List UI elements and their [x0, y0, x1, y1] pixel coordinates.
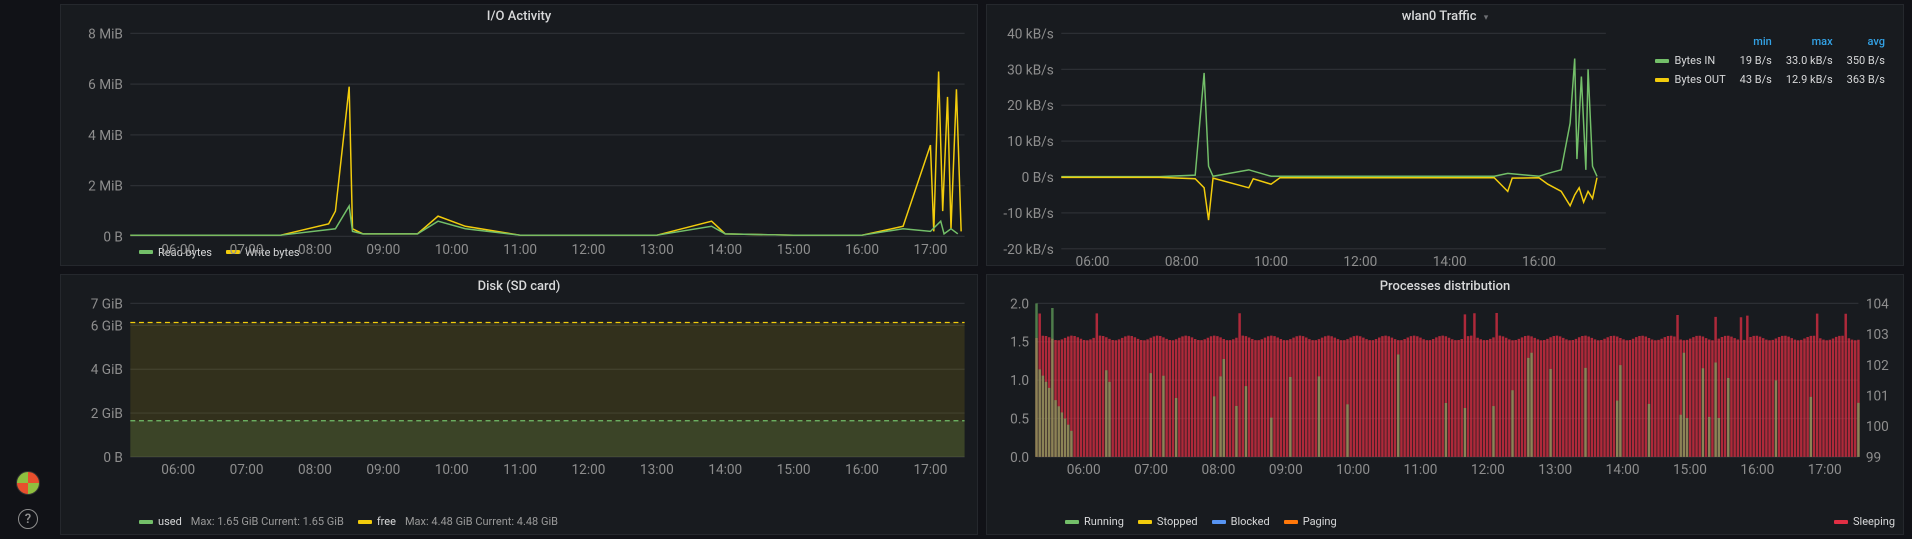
svg-text:0 B/s: 0 B/s [1022, 170, 1054, 186]
svg-text:11:00: 11:00 [503, 462, 537, 478]
panel-title-proc[interactable]: Processes distribution [987, 275, 1903, 296]
svg-text:12:00: 12:00 [1343, 254, 1377, 270]
svg-text:07:00: 07:00 [230, 462, 264, 478]
svg-text:14:00: 14:00 [1606, 462, 1640, 478]
svg-text:17:00: 17:00 [913, 242, 947, 258]
svg-text:11:00: 11:00 [503, 242, 537, 258]
svg-text:17:00: 17:00 [1808, 462, 1842, 478]
legend-item[interactable]: Running [1065, 515, 1124, 528]
svg-text:09:00: 09:00 [366, 462, 400, 478]
svg-text:20 kB/s: 20 kB/s [1007, 98, 1054, 114]
svg-text:102: 102 [1866, 357, 1889, 373]
svg-text:09:00: 09:00 [366, 242, 400, 258]
svg-text:6 GiB: 6 GiB [91, 318, 123, 334]
svg-text:11:00: 11:00 [1404, 462, 1438, 478]
svg-text:30 kB/s: 30 kB/s [1007, 62, 1054, 78]
svg-text:14:00: 14:00 [708, 242, 742, 258]
svg-text:08:00: 08:00 [1201, 462, 1235, 478]
svg-text:15:00: 15:00 [777, 462, 811, 478]
svg-text:06:00: 06:00 [161, 462, 195, 478]
svg-text:-20 kB/s: -20 kB/s [1003, 242, 1053, 258]
svg-text:2 GiB: 2 GiB [91, 406, 123, 422]
svg-text:101: 101 [1866, 388, 1889, 404]
help-icon[interactable]: ? [18, 509, 38, 529]
panel-title-wlan-text: wlan0 Traffic [1402, 9, 1477, 24]
svg-text:12:00: 12:00 [572, 462, 606, 478]
legend-item[interactable]: freeMax: 4.48 GiB Current: 4.48 GiB [358, 515, 558, 528]
svg-text:06:00: 06:00 [1067, 462, 1101, 478]
svg-text:08:00: 08:00 [298, 242, 332, 258]
panel-wlan-traffic: wlan0 Traffic ▾ minmaxavgBytes IN19 B/s3… [986, 4, 1904, 266]
svg-text:0.0: 0.0 [1010, 449, 1029, 465]
svg-text:99: 99 [1866, 449, 1881, 465]
svg-text:12:00: 12:00 [572, 242, 606, 258]
svg-text:10 kB/s: 10 kB/s [1007, 134, 1054, 150]
legend-disk: usedMax: 1.65 GiB Current: 1.65 GiB freeM… [61, 511, 977, 534]
svg-text:1.0: 1.0 [1010, 373, 1029, 389]
avatar[interactable] [16, 471, 40, 495]
svg-text:104: 104 [1866, 296, 1889, 312]
svg-text:09:00: 09:00 [1269, 462, 1303, 478]
svg-text:4 MiB: 4 MiB [88, 128, 123, 144]
svg-text:10:00: 10:00 [435, 462, 469, 478]
panel-processes: Processes distribution 0.0 0.5 1.0 1.5 2.0 99… [986, 274, 1904, 536]
svg-text:16:00: 16:00 [1522, 254, 1556, 270]
svg-text:10:00: 10:00 [1336, 462, 1370, 478]
legend-proc: Running Stopped Blocked Paging Sleeping [987, 511, 1903, 534]
panel-title-io[interactable]: I/O Activity [61, 5, 977, 26]
svg-text:16:00: 16:00 [845, 242, 879, 258]
legend-item[interactable]: usedMax: 1.65 GiB Current: 1.65 GiB [139, 515, 344, 528]
svg-text:-10 kB/s: -10 kB/s [1003, 206, 1053, 222]
svg-text:06:00: 06:00 [161, 242, 195, 258]
chart-proc[interactable]: 0.0 0.5 1.0 1.5 2.0 99 100 101 102 103 104 06:00 07:… [987, 296, 1903, 512]
svg-text:13:00: 13:00 [1538, 462, 1572, 478]
svg-text:17:00: 17:00 [913, 462, 947, 478]
chevron-down-icon: ▾ [1484, 13, 1489, 23]
svg-text:15:00: 15:00 [777, 242, 811, 258]
stats-table-wlan: minmaxavgBytes IN19 B/s33.0 kB/s350 B/sB… [1647, 31, 1893, 90]
panel-io-activity: I/O Activity 0 B 2 MiB 4 MiB 6 MiB 8 MiB 06:0… [60, 4, 978, 266]
legend-item[interactable]: Blocked [1212, 515, 1270, 528]
svg-text:13:00: 13:00 [640, 242, 674, 258]
legend-item[interactable]: Stopped [1138, 515, 1198, 528]
svg-text:40 kB/s: 40 kB/s [1007, 26, 1054, 42]
svg-text:6 MiB: 6 MiB [88, 77, 123, 93]
svg-text:14:00: 14:00 [1433, 254, 1467, 270]
svg-text:10:00: 10:00 [435, 242, 469, 258]
svg-text:16:00: 16:00 [1740, 462, 1774, 478]
svg-text:103: 103 [1866, 327, 1889, 343]
svg-text:16:00: 16:00 [845, 462, 879, 478]
svg-text:100: 100 [1866, 419, 1889, 435]
dashboard-grid: I/O Activity 0 B 2 MiB 4 MiB 6 MiB 8 MiB 06:0… [56, 0, 1912, 539]
chart-disk[interactable]: 0 B 2 GiB 4 GiB 6 GiB 7 GiB 06:00 07:00 08:00 09… [61, 296, 977, 512]
legend-item[interactable]: Sleeping [1834, 515, 1895, 528]
panel-title-disk[interactable]: Disk (SD card) [61, 275, 977, 296]
svg-text:08:00: 08:00 [298, 462, 332, 478]
svg-text:06:00: 06:00 [1076, 254, 1110, 270]
sidebar: ? [0, 0, 56, 539]
svg-text:10:00: 10:00 [1254, 254, 1288, 270]
svg-text:08:00: 08:00 [1165, 254, 1199, 270]
panel-title-wlan[interactable]: wlan0 Traffic ▾ [987, 5, 1903, 26]
svg-text:13:00: 13:00 [640, 462, 674, 478]
svg-text:14:00: 14:00 [708, 462, 742, 478]
chart-io[interactable]: 0 B2 MiB4 MiB6 MiB8 MiB06:0007:0008:0009… [61, 26, 977, 242]
svg-text:7 GiB: 7 GiB [91, 296, 123, 312]
panel-disk: Disk (SD card) 0 B 2 GiB 4 GiB 6 GiB 7 GiB 06… [60, 274, 978, 536]
svg-text:1.5: 1.5 [1010, 334, 1029, 350]
svg-text:8 MiB: 8 MiB [88, 26, 123, 42]
svg-text:0 B: 0 B [103, 229, 123, 245]
svg-text:12:00: 12:00 [1471, 462, 1505, 478]
svg-text:2 MiB: 2 MiB [88, 179, 123, 195]
svg-text:2.0: 2.0 [1010, 296, 1029, 312]
legend-item[interactable]: Paging [1284, 515, 1337, 528]
svg-text:0.5: 0.5 [1010, 411, 1029, 427]
svg-text:0 B: 0 B [103, 449, 123, 465]
svg-text:07:00: 07:00 [1134, 462, 1168, 478]
svg-text:4 GiB: 4 GiB [91, 362, 123, 378]
svg-text:07:00: 07:00 [230, 242, 264, 258]
svg-text:15:00: 15:00 [1673, 462, 1707, 478]
